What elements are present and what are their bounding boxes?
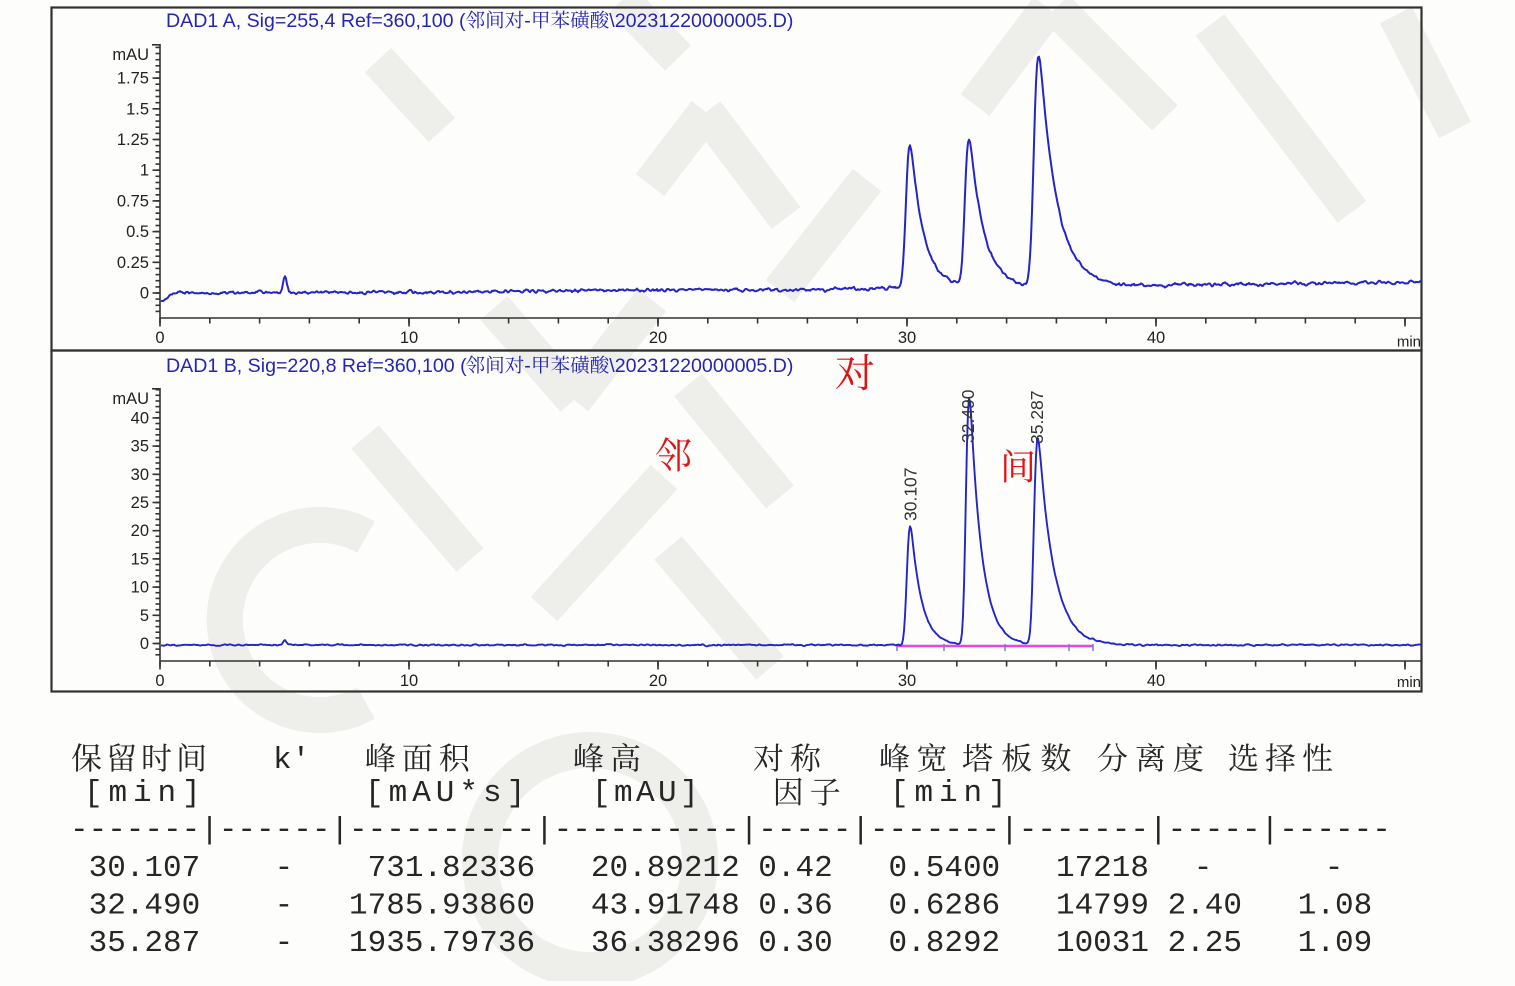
svg-text:20: 20 — [649, 672, 667, 690]
svg-text:1.5: 1.5 — [126, 100, 149, 118]
svg-text:k': k' — [273, 743, 310, 778]
svg-text:mAU: mAU — [112, 390, 149, 408]
svg-text:DAD1 A, Sig=255,4 Ref=360,100: DAD1 A, Sig=255,4 Ref=360,100 ( — [166, 10, 466, 32]
svg-text:40: 40 — [1147, 672, 1165, 690]
svg-text:1: 1 — [140, 162, 149, 180]
svg-text:mAU: mAU — [112, 46, 149, 64]
svg-text:1.75: 1.75 — [117, 70, 149, 88]
svg-text:0: 0 — [155, 672, 164, 690]
svg-text:35.287: 35.287 — [1027, 390, 1047, 444]
svg-text:5: 5 — [140, 607, 149, 625]
svg-text:0: 0 — [140, 635, 149, 653]
svg-text:-: - — [524, 355, 531, 377]
svg-text:0: 0 — [140, 285, 149, 303]
svg-text:35: 35 — [131, 438, 149, 456]
svg-text:\20231220000005.D): \20231220000005.D) — [609, 10, 793, 32]
svg-text:[min]: [min] — [84, 776, 207, 811]
svg-text:35.287 - 1935.79736 36.: 35.287 - 1935.79736 36.38296 0.30 0.8292… — [70, 926, 1372, 961]
svg-text:1.25: 1.25 — [117, 131, 149, 149]
svg-text:0: 0 — [155, 329, 164, 347]
svg-text:25: 25 — [131, 494, 149, 512]
svg-text:min: min — [1397, 674, 1421, 691]
svg-text:20: 20 — [649, 329, 667, 347]
svg-text:0.25: 0.25 — [117, 254, 149, 272]
svg-text:0.5: 0.5 — [126, 223, 149, 241]
svg-text:-: - — [1194, 851, 1213, 886]
svg-text:30: 30 — [898, 329, 916, 347]
svg-text:40: 40 — [1147, 329, 1165, 347]
svg-text:30.107: 30.107 — [901, 467, 921, 521]
svg-text:15: 15 — [131, 550, 149, 568]
svg-text:10: 10 — [400, 672, 418, 690]
svg-text:20: 20 — [131, 522, 149, 540]
svg-text:[mAU*s]: [mAU*s] — [365, 776, 530, 811]
svg-text:-: - — [1325, 851, 1344, 886]
svg-text:min: min — [1397, 334, 1421, 351]
svg-text:10: 10 — [400, 329, 418, 347]
svg-text:10: 10 — [131, 579, 149, 597]
svg-text:-: - — [524, 10, 531, 32]
svg-text:40: 40 — [131, 409, 149, 427]
svg-text:30: 30 — [131, 466, 149, 484]
svg-text:\20231220000005.D): \20231220000005.D) — [609, 355, 793, 377]
svg-text:30: 30 — [898, 672, 916, 690]
svg-text:DAD1 B, Sig=220,8 Ref=360,100: DAD1 B, Sig=220,8 Ref=360,100 ( — [166, 355, 467, 377]
svg-text:30.107 - 731.82336 20.: 30.107 - 731.82336 20.89212 0.42 0.5400 … — [70, 851, 1149, 886]
svg-text:-------|------|----------|----: -------|------|----------|----------|---… — [70, 813, 1391, 848]
svg-text:32.490 - 1785.93860 43.: 32.490 - 1785.93860 43.91748 0.36 0.6286… — [70, 889, 1372, 924]
svg-text:[min]: [min] — [890, 776, 1013, 811]
svg-text:0.75: 0.75 — [117, 192, 149, 210]
svg-text:32.490: 32.490 — [958, 389, 978, 443]
svg-text:[mAU]: [mAU] — [592, 776, 702, 811]
